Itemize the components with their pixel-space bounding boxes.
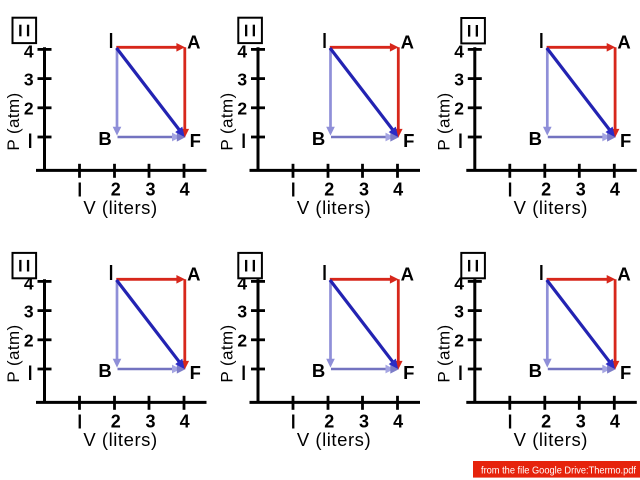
- svg-text:from the file Google Drive:The: from the file Google Drive:Thermo.pdf: [481, 466, 636, 477]
